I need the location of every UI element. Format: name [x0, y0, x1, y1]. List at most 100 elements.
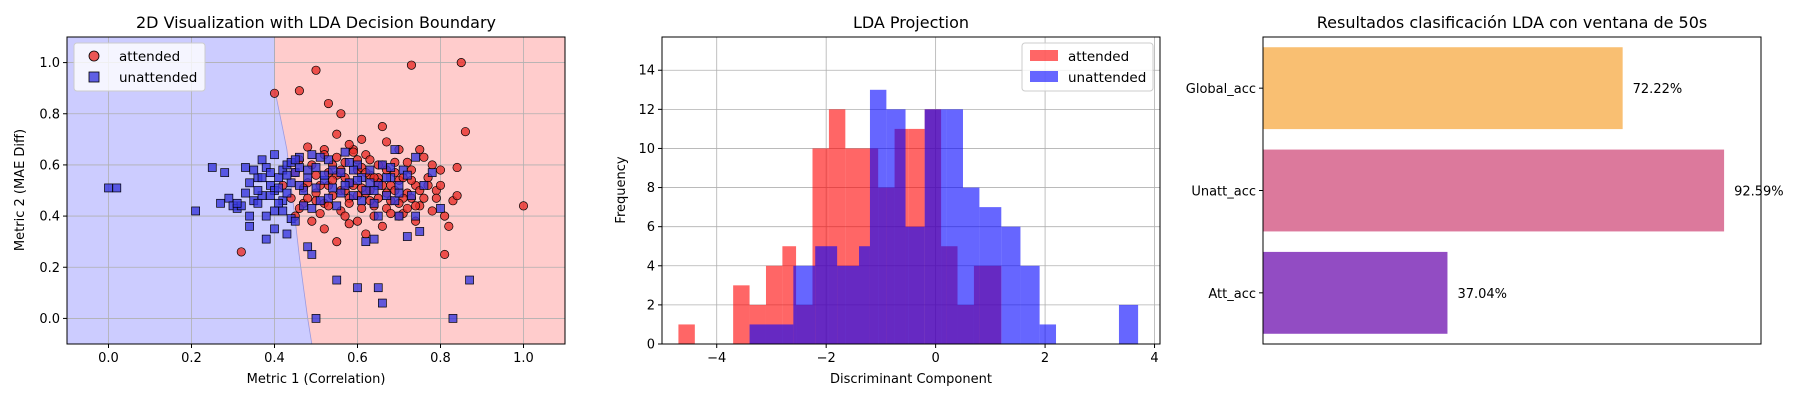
- unattended-histogram-bar: [749, 324, 794, 344]
- histogram-x-tick-label: −2: [817, 351, 836, 366]
- scatter-y-tick-label: 1.0: [39, 56, 60, 71]
- attended-point: [452, 191, 462, 201]
- unattended-point: [245, 178, 254, 188]
- unattended-point: [373, 283, 383, 293]
- unattended-point: [357, 196, 366, 206]
- unattended-point: [290, 216, 300, 226]
- histogram-y-tick-label: 12: [638, 103, 655, 118]
- unattended-point: [257, 173, 267, 183]
- unattended-point: [336, 168, 346, 177]
- accuracy-category-label: Unatt_acc: [1191, 185, 1256, 200]
- unattended-point: [394, 188, 404, 198]
- unattended-point: [369, 198, 379, 208]
- histogram-bars: [678, 89, 1139, 345]
- unattended-point: [427, 168, 437, 177]
- attended-point: [303, 193, 313, 203]
- attended-histogram-bar: [678, 324, 695, 344]
- unattended-point: [394, 211, 404, 221]
- attended-point: [456, 58, 466, 68]
- scatter-plot-frame: [66, 36, 566, 345]
- unattended-histogram-bar: [869, 89, 887, 345]
- unattended-point: [336, 188, 346, 198]
- unattended-point: [328, 165, 337, 175]
- attended-point: [323, 98, 333, 109]
- attended-point: [427, 160, 437, 170]
- attended-histogram-bar: [733, 285, 750, 344]
- scatter-x-tick-label: 0.4: [264, 351, 285, 366]
- legend-unattended-marker: [88, 71, 100, 83]
- scatter-x-tick-label: 0.8: [430, 351, 451, 366]
- histogram-y-tick-label: 14: [638, 64, 655, 79]
- unattended-point: [274, 173, 283, 183]
- unattended-point: [299, 201, 308, 211]
- attended-point: [361, 229, 371, 239]
- unattended-point: [274, 183, 283, 193]
- attended-point: [518, 201, 529, 211]
- accuracy-value-label: 37.04%: [1457, 287, 1507, 302]
- attended-point: [440, 249, 450, 260]
- attended-point: [303, 142, 313, 152]
- scatter-points: [104, 58, 529, 323]
- attended-point: [365, 155, 375, 165]
- accuracy-bars: 72.22% Global_acc 92.59% Unatt_acc 37.04% Att…: [1186, 47, 1784, 334]
- histogram-x-tick-label: −4: [707, 351, 726, 366]
- unattended-point: [253, 186, 263, 195]
- histogram-legend-unattended-swatch: [1030, 71, 1058, 82]
- attended-point: [419, 152, 429, 162]
- attended-point: [357, 134, 367, 144]
- unattended-point: [282, 170, 292, 180]
- legend-unattended-label: unattended: [119, 70, 197, 86]
- unattended-point: [369, 186, 379, 195]
- unattended-point: [278, 206, 288, 216]
- histogram-y-axis-label: Frequency: [614, 156, 629, 223]
- scatter-y-axis-label: Metric 2 (MAE Diff): [13, 129, 28, 251]
- histogram-y-tick-label: 10: [638, 142, 655, 157]
- unattended-point: [373, 211, 383, 221]
- unattended-point: [344, 158, 354, 167]
- unattended-histogram-bar: [946, 109, 963, 345]
- attended-point: [344, 219, 354, 229]
- attended-point: [402, 157, 412, 167]
- unattended-point: [270, 150, 279, 160]
- histogram-y-tick-label: 2: [647, 298, 655, 313]
- unattended-point: [332, 275, 342, 285]
- attended-point: [402, 203, 412, 213]
- attended-point: [411, 201, 421, 211]
- unattended-point: [448, 314, 458, 323]
- unattended-point: [378, 160, 387, 170]
- unattended-point: [361, 237, 371, 247]
- unattended-point: [436, 204, 445, 213]
- scatter-title: 2D Visualization with LDA Decision Bound…: [136, 13, 496, 32]
- unattended-point: [241, 188, 250, 198]
- legend-attended-marker: [88, 50, 100, 62]
- unattended-point: [270, 224, 279, 234]
- unattended-point: [311, 314, 321, 323]
- attended-point: [332, 237, 342, 247]
- histogram-x-tick-label: 0: [931, 351, 939, 366]
- attended-point: [319, 224, 329, 234]
- scatter-x-tick-label: 0.2: [181, 351, 202, 366]
- unattended-histogram-bar: [962, 187, 980, 344]
- unattended-point: [307, 150, 317, 160]
- unattended-point: [324, 155, 333, 165]
- unattended-point: [402, 170, 412, 180]
- unattended-point: [361, 186, 371, 195]
- attended-point: [406, 60, 416, 70]
- attended-point: [435, 180, 446, 190]
- unattended-point: [411, 152, 420, 162]
- unattended-point: [365, 165, 375, 175]
- attended-point: [236, 247, 246, 257]
- attended-point: [336, 109, 346, 119]
- unattended-point: [307, 204, 317, 213]
- unattended-point: [349, 191, 358, 200]
- attended-point: [311, 170, 321, 180]
- attended-point: [294, 86, 304, 96]
- attended-point: [332, 152, 342, 162]
- unattended-point: [411, 211, 420, 221]
- unattended-point: [266, 191, 275, 200]
- unattended-point: [257, 155, 267, 165]
- attended-point: [444, 221, 454, 231]
- accuracy-title: Resultados clasificación LDA con ventana…: [1317, 13, 1708, 32]
- unattended-point: [394, 181, 404, 190]
- unattended-point: [390, 145, 400, 154]
